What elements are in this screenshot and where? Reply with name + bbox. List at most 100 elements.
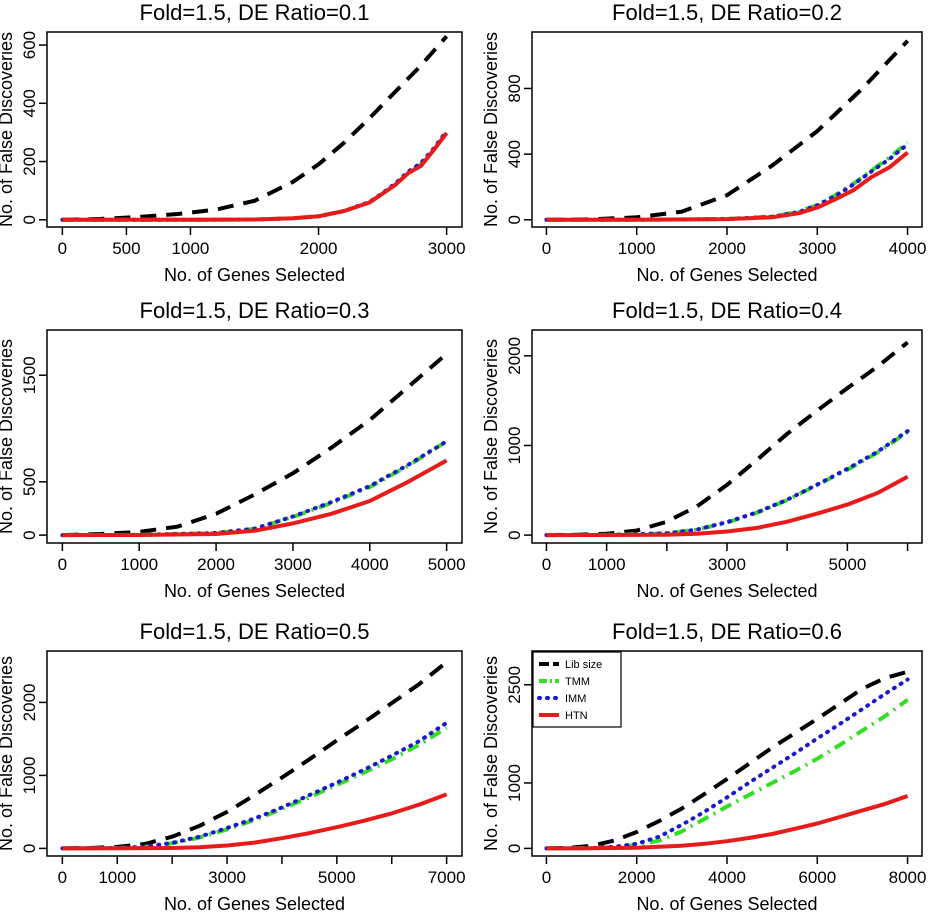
x-tick-label: 0 xyxy=(542,555,551,574)
plot-frame xyxy=(46,31,463,228)
y-tick-label: 1000 xyxy=(20,756,39,794)
x-axis-label: No. of Genes Selected xyxy=(164,894,345,914)
y-tick-label: 2000 xyxy=(20,683,39,721)
x-tick-label: 1000 xyxy=(588,555,626,574)
y-tick-label: 0 xyxy=(505,215,524,224)
x-tick-label: 2000 xyxy=(618,868,656,887)
x-tick-label: 5000 xyxy=(428,555,466,574)
x-tick-label: 0 xyxy=(542,239,551,258)
y-tick-label: 1000 xyxy=(505,427,524,465)
x-tick-label: 0 xyxy=(58,555,67,574)
legend-label-libsize: Lib size xyxy=(565,659,602,671)
series-line-imm xyxy=(60,439,449,538)
y-tick-label: 2500 xyxy=(505,666,524,704)
x-tick-label: 3000 xyxy=(274,555,312,574)
y-axis-label: No. of False Discoveries xyxy=(0,339,16,534)
series-line-imm xyxy=(544,677,910,851)
plot-frame xyxy=(531,329,923,544)
series-line-tmm xyxy=(546,430,909,538)
y-tick-label: 400 xyxy=(20,89,39,117)
x-tick-label: 4000 xyxy=(708,868,746,887)
x-tick-label: 8000 xyxy=(889,868,927,887)
series-line-libsize xyxy=(546,39,910,222)
y-tick-label: 0 xyxy=(20,530,39,539)
panel-3: Fold=1.5, DE Ratio=0.3 0 1000 2000 3000 4000 5… xyxy=(0,298,466,601)
x-tick-label: 4000 xyxy=(889,239,927,258)
series-line-libsize xyxy=(62,34,449,222)
plot-frame xyxy=(46,329,463,544)
x-axis-label: No. of Genes Selected xyxy=(164,265,345,285)
x-tick-label: 3000 xyxy=(798,239,836,258)
x-tick-label: 0 xyxy=(58,868,67,887)
y-tick-label: 0 xyxy=(20,215,39,224)
x-tick-label: 5000 xyxy=(828,555,866,574)
series-line-tmm xyxy=(546,141,909,222)
y-tick-label: 1000 xyxy=(505,764,524,802)
x-tick-label: 3000 xyxy=(428,239,466,258)
series-line-htn xyxy=(62,458,448,538)
y-tick-label: 2000 xyxy=(505,337,524,375)
y-tick-label: 1500 xyxy=(20,356,39,394)
series-line-libsize xyxy=(546,669,909,851)
plot-frame xyxy=(531,31,923,228)
y-axis-label: No. of False Discoveries xyxy=(0,656,16,851)
x-tick-label: 4000 xyxy=(351,555,389,574)
y-tick-label: 400 xyxy=(505,140,524,168)
y-tick-label: 0 xyxy=(505,844,524,853)
series-line-htn xyxy=(62,131,449,222)
panel-title: Fold=1.5, DE Ratio=0.1 xyxy=(140,0,370,25)
x-tick-label: 5000 xyxy=(318,868,356,887)
series-line-htn xyxy=(546,794,909,851)
series-line-libsize xyxy=(546,340,909,538)
panel-title: Fold=1.5, DE Ratio=0.2 xyxy=(612,0,842,25)
x-tick-label: 3000 xyxy=(208,868,246,887)
legend: Lib size TMM IMM HTN xyxy=(532,651,622,728)
x-tick-label: 0 xyxy=(58,239,67,258)
series-line-tmm xyxy=(62,439,448,538)
y-tick-label: 800 xyxy=(505,74,524,102)
y-axis-label: No. of False Discoveries xyxy=(481,339,501,534)
series-line-imm xyxy=(60,129,449,222)
x-axis-label: No. of Genes Selected xyxy=(636,581,817,601)
panel-1: Fold=1.5, DE Ratio=0.1 0 500 1000 2000 3000 0 2… xyxy=(0,0,466,285)
y-tick-label: 200 xyxy=(20,147,39,175)
x-axis-label: No. of Genes Selected xyxy=(636,265,817,285)
panel-title: Fold=1.5, DE Ratio=0.4 xyxy=(612,298,842,323)
series-line-libsize xyxy=(62,352,448,538)
panel-6: Fold=1.5, DE Ratio=0.6 0 2000 4000 6000 8000 0… xyxy=(481,619,926,914)
y-tick-label: 600 xyxy=(20,31,39,59)
x-tick-label: 1000 xyxy=(172,239,210,258)
x-tick-label: 500 xyxy=(112,239,140,258)
x-tick-label: 0 xyxy=(542,868,551,887)
panel-title: Fold=1.5, DE Ratio=0.5 xyxy=(140,619,370,644)
series-line-tmm xyxy=(62,726,448,851)
y-tick-label: 0 xyxy=(505,530,524,539)
legend-label-tmm: TMM xyxy=(565,676,590,688)
x-axis-label: No. of Genes Selected xyxy=(636,894,817,914)
legend-label-htn: HTN xyxy=(565,710,588,722)
x-tick-label: 2000 xyxy=(708,239,746,258)
x-tick-label: 3000 xyxy=(708,555,746,574)
plot-frame xyxy=(46,650,463,857)
series-line-imm xyxy=(60,720,449,851)
x-tick-label: 7000 xyxy=(428,868,466,887)
x-tick-label: 1000 xyxy=(98,868,136,887)
series-line-htn xyxy=(546,150,909,222)
x-axis-label: No. of Genes Selected xyxy=(164,581,345,601)
panel-title: Fold=1.5, DE Ratio=0.6 xyxy=(612,619,842,644)
panel-5: Fold=1.5, DE Ratio=0.5 0 1000 3000 5000 7000 0… xyxy=(0,619,466,914)
y-axis-label: No. of False Discoveries xyxy=(481,656,501,851)
y-tick-label: 500 xyxy=(20,468,39,496)
panel-2: Fold=1.5, DE Ratio=0.2 0 1000 2000 3000 4000 0… xyxy=(481,0,926,285)
x-tick-label: 1000 xyxy=(120,555,158,574)
panel-title: Fold=1.5, DE Ratio=0.3 xyxy=(140,298,370,323)
y-axis-label: No. of False Discoveries xyxy=(0,32,16,227)
y-tick-label: 0 xyxy=(20,844,39,853)
x-tick-label: 1000 xyxy=(618,239,656,258)
series-line-tmm xyxy=(62,131,449,222)
y-axis-label: No. of False Discoveries xyxy=(481,32,501,227)
x-tick-label: 2000 xyxy=(197,555,235,574)
series-line-htn xyxy=(546,475,909,538)
x-tick-label: 2000 xyxy=(300,239,338,258)
